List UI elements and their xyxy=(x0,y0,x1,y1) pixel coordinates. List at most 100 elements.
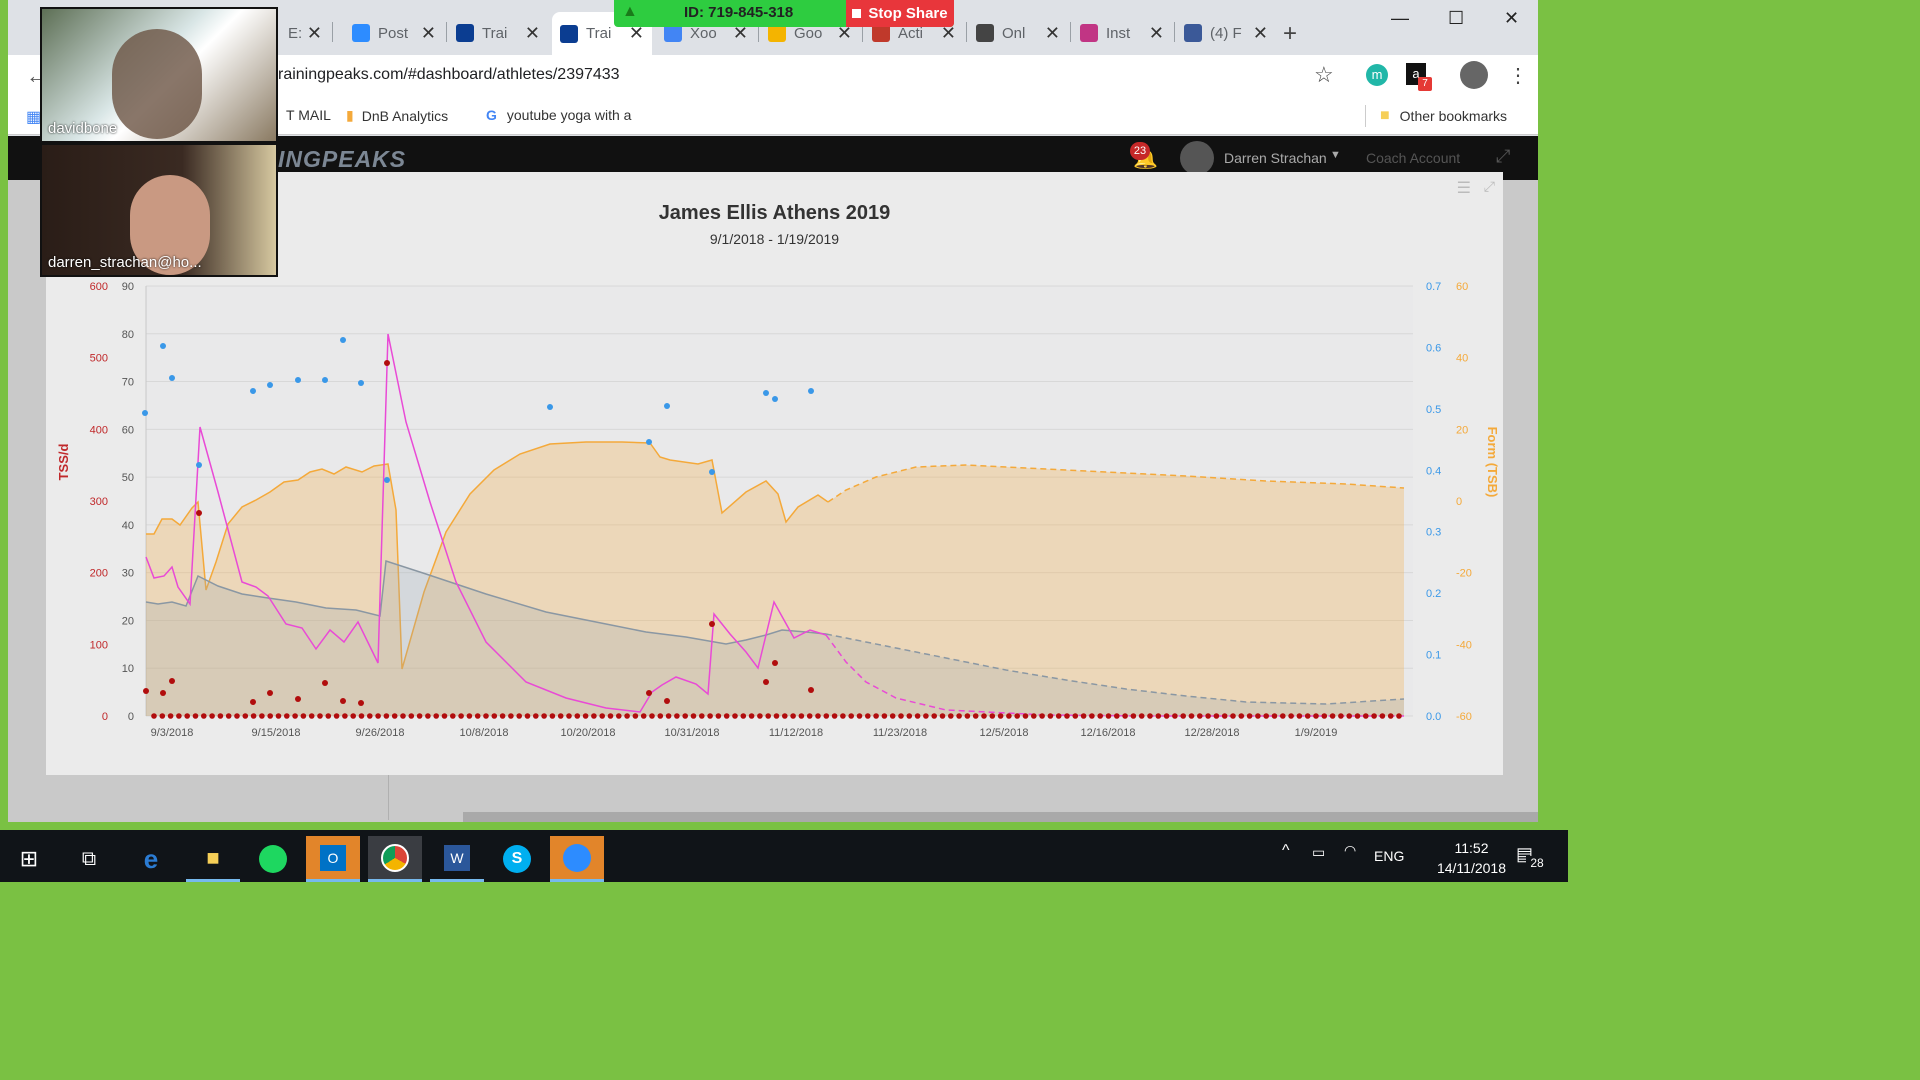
other-bookmarks[interactable]: ■ Other bookmarks xyxy=(1380,107,1507,125)
tab-3[interactable]: Trai ✕ xyxy=(552,12,652,55)
apps-icon[interactable]: ▦ xyxy=(26,109,42,126)
task-view-icon[interactable]: ⧉ xyxy=(81,847,97,870)
zoom-icon[interactable] xyxy=(550,836,604,882)
if-right-tick-label: 0.3 xyxy=(1426,527,1441,539)
tss-point xyxy=(340,698,346,704)
file-explorer-icon[interactable]: ■ xyxy=(186,836,240,882)
address-bar[interactable]: rainingpeaks.com/#dashboard/athletes/239… xyxy=(278,66,620,83)
x-tick-label: 10/20/2018 xyxy=(560,727,615,739)
user-avatar[interactable] xyxy=(1180,141,1214,175)
tab-label: (4) F xyxy=(1210,24,1242,42)
tss-zero-point xyxy=(184,713,190,719)
tss-zero-point xyxy=(1180,713,1186,719)
close-tab-icon[interactable]: ✕ xyxy=(420,22,436,43)
tss-zero-point xyxy=(632,713,639,719)
chart-expand-icon[interactable]: ⤢ xyxy=(1483,178,1495,194)
tss-zero-point xyxy=(981,713,987,719)
battery-icon[interactable]: ▭ xyxy=(1312,844,1326,860)
tab-6[interactable]: Acti ✕ xyxy=(864,18,964,48)
menu-icon[interactable]: ⋮ xyxy=(1508,65,1528,87)
tab-label: Xoo xyxy=(690,24,717,42)
trainingpeaks-icon xyxy=(560,24,578,43)
sidebar-user-icon[interactable] xyxy=(8,320,38,400)
tab-2[interactable]: Trai ✕ xyxy=(448,18,548,48)
minimize-button[interactable]: — xyxy=(1391,8,1409,28)
horizontal-scrollbar[interactable] xyxy=(463,812,1538,822)
close-tab-icon[interactable]: ✕ xyxy=(1252,22,1268,43)
close-tab-icon[interactable]: ✕ xyxy=(940,22,956,43)
close-tab-icon[interactable]: ✕ xyxy=(628,23,644,43)
tab-0[interactable]: E: ✕ xyxy=(280,18,330,48)
close-tab-icon[interactable]: ✕ xyxy=(1044,22,1060,43)
tss-zero-point xyxy=(649,713,655,719)
tss-zero-point xyxy=(1296,713,1303,719)
tss-zero-point xyxy=(748,713,755,719)
tss-point xyxy=(384,360,390,366)
wifi-icon[interactable]: ◠ xyxy=(1344,842,1357,858)
notification-badge: 23 xyxy=(1130,142,1150,160)
tss-zero-point xyxy=(1080,713,1087,719)
bookmark-mail[interactable]: T MAIL xyxy=(286,107,331,123)
tss-zero-point xyxy=(715,713,722,719)
tss-zero-point xyxy=(1321,713,1328,719)
tss-zero-point xyxy=(292,713,298,719)
close-tab-icon[interactable]: ✕ xyxy=(1148,22,1164,43)
word-icon[interactable]: W xyxy=(430,836,484,882)
maximize-button[interactable]: ☐ xyxy=(1448,8,1465,28)
outlook-icon[interactable]: O xyxy=(306,836,360,882)
new-tab-button[interactable]: + xyxy=(1283,20,1298,47)
tss-zero-point xyxy=(1130,713,1137,719)
if-point xyxy=(322,377,328,383)
edge-icon[interactable]: e xyxy=(143,843,159,874)
spotify-icon[interactable] xyxy=(246,836,300,882)
stop-share-button[interactable]: Stop Share xyxy=(846,0,954,27)
close-tab-icon[interactable]: ✕ xyxy=(732,22,748,43)
expand-icon[interactable]: ⤢ xyxy=(1496,146,1511,166)
clock[interactable]: 11:52 14/11/2018 xyxy=(1437,838,1506,878)
close-tab-icon[interactable]: ✕ xyxy=(306,22,322,43)
if-tick-label: 30 xyxy=(122,568,134,580)
tray-chevron-icon[interactable]: ^ xyxy=(1282,842,1290,859)
chart-menu-icon[interactable]: ☰ xyxy=(1456,180,1471,197)
tab-divider xyxy=(332,22,333,42)
close-tab-icon[interactable]: ✕ xyxy=(836,22,852,43)
skype-icon[interactable]: S xyxy=(490,836,544,882)
bookmark-dnb[interactable]: ▮ DnB Analytics xyxy=(346,107,448,124)
chevron-down-icon[interactable]: ▼ xyxy=(1330,149,1341,161)
close-tab-icon[interactable]: ✕ xyxy=(524,22,540,43)
tab-1[interactable]: Post ✕ xyxy=(344,18,444,48)
x-tick-label: 10/31/2018 xyxy=(664,727,719,739)
profile-avatar[interactable] xyxy=(1460,61,1488,89)
tss-zero-point xyxy=(1188,713,1195,719)
participant-video-2[interactable]: darren_strachan@ho... xyxy=(40,143,278,277)
coach-account-link[interactable]: Coach Account xyxy=(1366,150,1461,166)
tss-zero-point xyxy=(790,713,796,719)
tss-zero-point xyxy=(1089,713,1095,719)
tab-8[interactable]: Inst ✕ xyxy=(1072,18,1172,48)
tss-zero-point xyxy=(989,713,996,719)
if-point xyxy=(358,380,364,386)
user-name[interactable]: Darren Strachan xyxy=(1224,150,1327,166)
tss-zero-point xyxy=(1047,713,1054,719)
tab-5[interactable]: Goo ✕ xyxy=(760,18,860,48)
close-window-button[interactable]: ✕ xyxy=(1504,8,1520,28)
tab-9[interactable]: (4) F ✕ xyxy=(1176,18,1276,48)
tss-point xyxy=(160,690,166,696)
participant-video-1[interactable]: davidbone xyxy=(40,7,278,143)
tss-zero-point xyxy=(383,713,390,719)
tss-zero-point xyxy=(333,713,340,719)
x-tick-label: 11/12/2018 xyxy=(769,727,823,739)
tss-zero-point xyxy=(408,713,415,719)
language-indicator[interactable]: ENG xyxy=(1374,848,1405,864)
instagram-icon xyxy=(1080,24,1098,42)
tss-zero-point xyxy=(1363,713,1369,719)
bookmark-star-icon[interactable]: ☆ xyxy=(1314,62,1334,87)
tab-4[interactable]: Xoo ✕ xyxy=(656,18,756,48)
tab-7[interactable]: Onl ✕ xyxy=(968,18,1068,48)
chrome-icon[interactable] xyxy=(368,836,422,882)
extension-m-icon[interactable]: m xyxy=(1366,64,1388,86)
start-icon[interactable]: ⊞ xyxy=(19,846,39,871)
tss-zero-point xyxy=(823,713,830,719)
x-tick-label: 12/28/2018 xyxy=(1184,727,1239,739)
